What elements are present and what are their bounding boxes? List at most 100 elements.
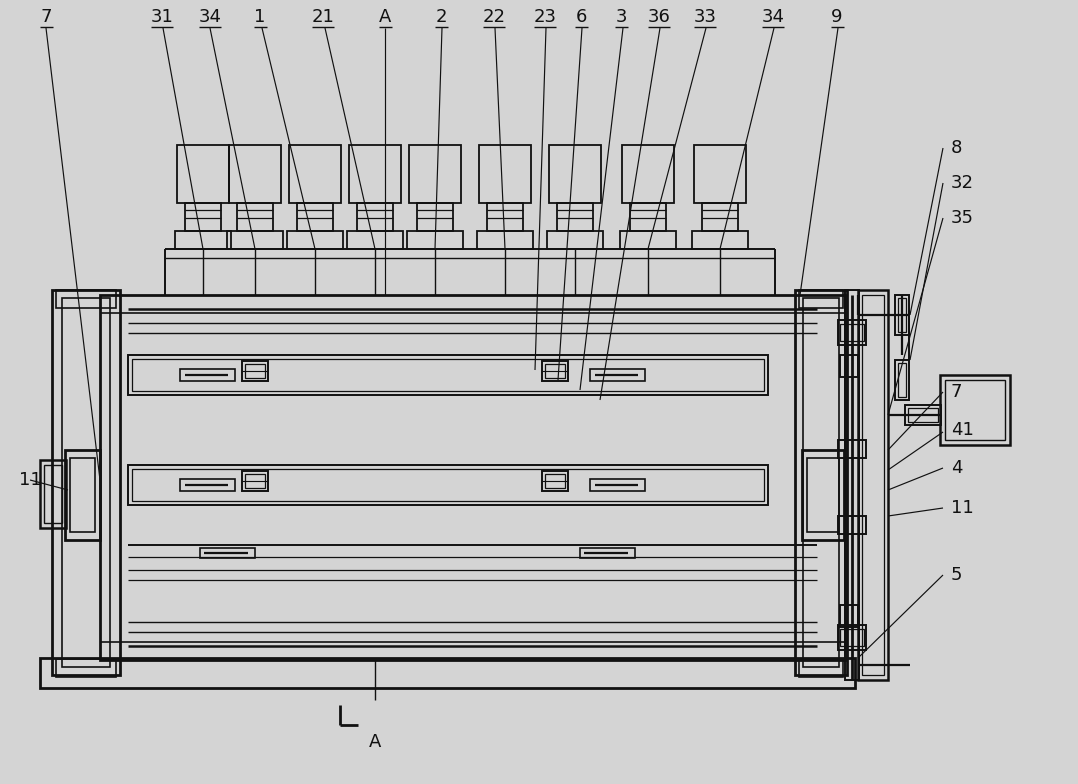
Bar <box>580 548 635 558</box>
Bar <box>417 203 453 231</box>
Bar <box>245 474 265 488</box>
Bar <box>289 145 341 203</box>
Bar <box>479 145 531 203</box>
Bar <box>545 364 565 378</box>
Text: 11: 11 <box>951 499 973 517</box>
Bar <box>840 605 858 627</box>
Bar <box>906 405 941 425</box>
Bar <box>840 629 863 646</box>
Bar <box>799 290 843 308</box>
Text: 8: 8 <box>951 139 963 157</box>
Bar <box>845 290 859 680</box>
Text: 2: 2 <box>436 8 446 26</box>
Text: 41: 41 <box>951 421 973 439</box>
Bar <box>245 364 265 378</box>
Bar <box>838 320 866 345</box>
Bar <box>908 408 938 422</box>
Bar <box>70 458 95 532</box>
Bar <box>65 450 100 540</box>
Bar <box>630 203 666 231</box>
Bar <box>858 290 888 680</box>
Text: 7: 7 <box>40 8 52 26</box>
Bar <box>349 145 401 203</box>
Bar <box>487 203 523 231</box>
Text: 5: 5 <box>951 566 963 584</box>
Bar <box>838 516 866 534</box>
Text: A: A <box>369 733 382 751</box>
Text: 35: 35 <box>951 209 975 227</box>
Bar <box>357 203 393 231</box>
Bar <box>898 363 906 397</box>
Bar <box>895 360 909 400</box>
Bar <box>838 440 866 458</box>
Text: 36: 36 <box>648 8 671 26</box>
Bar <box>862 295 884 675</box>
Bar <box>549 145 602 203</box>
Bar <box>547 231 603 249</box>
Bar <box>56 290 116 308</box>
Bar <box>229 145 281 203</box>
Text: 3: 3 <box>616 8 626 26</box>
Bar <box>476 231 533 249</box>
Text: 31: 31 <box>151 8 174 26</box>
Bar <box>287 231 343 249</box>
Bar <box>241 471 268 491</box>
Bar <box>128 465 768 505</box>
Bar <box>63 298 110 667</box>
Bar <box>807 458 839 532</box>
Text: 21: 21 <box>312 8 334 26</box>
Bar <box>940 375 1010 445</box>
Bar <box>840 355 858 377</box>
Bar <box>692 231 748 249</box>
Text: 11: 11 <box>18 471 41 489</box>
Text: 7: 7 <box>951 383 963 401</box>
Text: 34: 34 <box>761 8 785 26</box>
Bar <box>128 355 768 395</box>
Text: 23: 23 <box>534 8 556 26</box>
Bar <box>542 471 568 491</box>
Bar <box>590 369 645 381</box>
Bar <box>44 465 63 523</box>
Bar <box>180 479 235 491</box>
Bar <box>622 145 674 203</box>
Bar <box>895 295 909 335</box>
Bar <box>803 298 839 667</box>
Bar <box>56 659 116 677</box>
Text: 33: 33 <box>693 8 717 26</box>
Bar <box>241 361 268 381</box>
Text: 6: 6 <box>576 8 586 26</box>
Bar <box>620 231 676 249</box>
Text: 1: 1 <box>254 8 265 26</box>
Bar <box>898 298 906 332</box>
Text: 32: 32 <box>951 174 975 192</box>
Bar <box>409 145 461 203</box>
Bar <box>557 203 593 231</box>
Text: 4: 4 <box>951 459 963 477</box>
Bar <box>799 659 843 677</box>
Bar <box>794 290 847 675</box>
Bar <box>542 361 568 381</box>
Bar <box>180 369 235 381</box>
Bar <box>177 145 229 203</box>
Bar <box>298 203 333 231</box>
Bar <box>100 295 845 660</box>
Bar <box>590 479 645 491</box>
Bar <box>702 203 738 231</box>
Bar <box>185 203 221 231</box>
Bar <box>545 474 565 488</box>
Bar <box>840 324 863 341</box>
Bar <box>52 290 120 675</box>
Bar <box>40 658 855 688</box>
Bar <box>237 203 273 231</box>
Bar <box>132 469 764 501</box>
Bar <box>132 359 764 391</box>
Bar <box>347 231 403 249</box>
Bar <box>838 625 866 650</box>
Text: A: A <box>378 8 391 26</box>
Bar <box>40 460 66 528</box>
Bar <box>407 231 462 249</box>
Text: 9: 9 <box>831 8 843 26</box>
Text: 34: 34 <box>198 8 221 26</box>
Bar <box>201 548 255 558</box>
Bar <box>227 231 284 249</box>
